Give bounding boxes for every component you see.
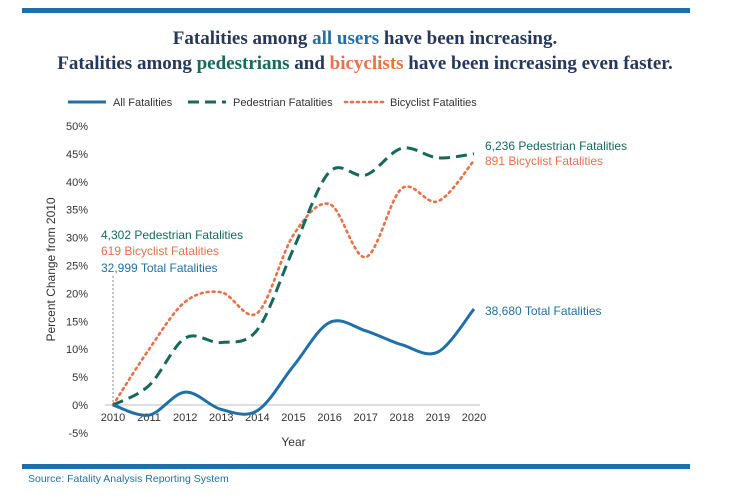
x-tick-label: 2012 — [173, 412, 197, 424]
x-tick-label: 2013 — [209, 412, 233, 424]
x-tick-label: 2020 — [462, 412, 486, 424]
headline-text: have been increasing. — [379, 28, 558, 49]
y-tick-label: 30% — [66, 233, 88, 245]
x-tick-label: 2010 — [101, 412, 125, 424]
x-tick-label: 2018 — [390, 412, 414, 424]
top-rule — [22, 8, 690, 13]
y-tick-label: 10% — [66, 344, 88, 356]
headline-highlight-bicyclists: bicyclists — [329, 53, 404, 74]
series-line-all-fatalities — [112, 308, 476, 417]
source-note: Source: Fatality Analysis Reporting Syst… — [28, 473, 229, 485]
x-tick-label: 2016 — [317, 412, 341, 424]
legend-label: All Fatalities — [113, 97, 173, 109]
y-tick-label: 40% — [66, 177, 88, 189]
annotation-end-pedestrian: 6,236 Pedestrian Fatalities — [485, 139, 628, 153]
series-line-bicyclist-fatalities — [111, 159, 476, 407]
annotation-start-total: 32,999 Total Fatalities — [101, 261, 218, 275]
headline-text: Fatalities among — [57, 53, 197, 74]
series-line-pedestrian-fatalities — [112, 146, 475, 407]
x-axis-title: Year — [281, 435, 305, 449]
legend-label: Bicyclist Fatalities — [390, 97, 477, 109]
annotation-start-pedestrian: 4,302 Pedestrian Fatalities — [101, 228, 244, 242]
headline-text: and — [289, 53, 330, 74]
x-tick-label: 2017 — [353, 412, 377, 424]
headline-highlight-pedestrians: pedestrians — [196, 53, 290, 74]
y-axis-title: Percent Change from 2010 — [44, 197, 58, 341]
y-tick-label: 15% — [66, 316, 88, 328]
legend-label: Pedestrian Fatalities — [233, 97, 333, 109]
annotation-end-total: 38,680 Total Fatalities — [485, 304, 602, 318]
headline-text: have been increasing even faster. — [403, 53, 673, 74]
y-tick-label: 20% — [66, 288, 88, 300]
y-tick-label: -5% — [68, 428, 88, 440]
y-tick-label: 5% — [72, 372, 88, 384]
y-tick-label: 25% — [66, 261, 88, 273]
x-tick-label: 2019 — [426, 412, 450, 424]
headline-line-1: Fatalities among all users have been inc… — [0, 28, 730, 50]
y-tick-label: 50% — [66, 121, 88, 133]
bottom-rule — [22, 464, 690, 469]
y-tick-label: 45% — [66, 149, 88, 161]
headline-highlight-all-users: all users — [312, 28, 380, 49]
annotation-start-bicyclist: 619 Bicyclist Fatalities — [101, 244, 220, 258]
y-tick-label: 35% — [66, 205, 88, 217]
x-tick-label: 2014 — [245, 412, 269, 424]
headline-text: Fatalities among — [172, 28, 313, 49]
x-tick-label: 2015 — [281, 412, 305, 424]
headline-line-2: Fatalities among pedestrians and bicycli… — [0, 53, 730, 75]
annotation-end-bicyclist: 891 Bicyclist Fatalities — [485, 154, 604, 168]
y-tick-label: 0% — [72, 400, 88, 412]
